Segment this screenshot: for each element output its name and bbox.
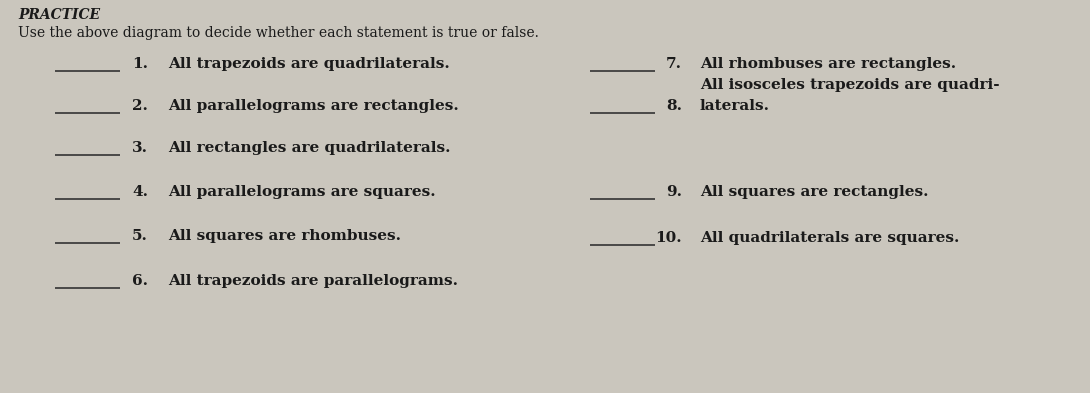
Text: 4.: 4. — [132, 185, 148, 199]
Text: 2.: 2. — [132, 99, 148, 113]
Text: All rhombuses are rectangles.: All rhombuses are rectangles. — [700, 57, 956, 71]
Text: All parallelograms are rectangles.: All parallelograms are rectangles. — [168, 99, 459, 113]
Text: All rectangles are quadrilaterals.: All rectangles are quadrilaterals. — [168, 141, 450, 155]
Text: Use the above diagram to decide whether each statement is true or false.: Use the above diagram to decide whether … — [19, 26, 538, 40]
Text: PRACTICE: PRACTICE — [19, 8, 100, 22]
Text: All squares are rhombuses.: All squares are rhombuses. — [168, 229, 401, 243]
Text: All trapezoids are quadrilaterals.: All trapezoids are quadrilaterals. — [168, 57, 450, 71]
Text: 5.: 5. — [132, 229, 148, 243]
Text: 7.: 7. — [666, 57, 682, 71]
Text: All isosceles trapezoids are quadri-
laterals.: All isosceles trapezoids are quadri- lat… — [700, 78, 1000, 113]
Text: 8.: 8. — [666, 99, 682, 113]
Text: All trapezoids are parallelograms.: All trapezoids are parallelograms. — [168, 274, 458, 288]
Text: All parallelograms are squares.: All parallelograms are squares. — [168, 185, 436, 199]
Text: All quadrilaterals are squares.: All quadrilaterals are squares. — [700, 231, 959, 245]
Text: All squares are rectangles.: All squares are rectangles. — [700, 185, 929, 199]
Text: 1.: 1. — [132, 57, 148, 71]
Text: 9.: 9. — [666, 185, 682, 199]
Text: 6.: 6. — [132, 274, 148, 288]
Text: 3.: 3. — [132, 141, 148, 155]
Text: 10.: 10. — [655, 231, 682, 245]
